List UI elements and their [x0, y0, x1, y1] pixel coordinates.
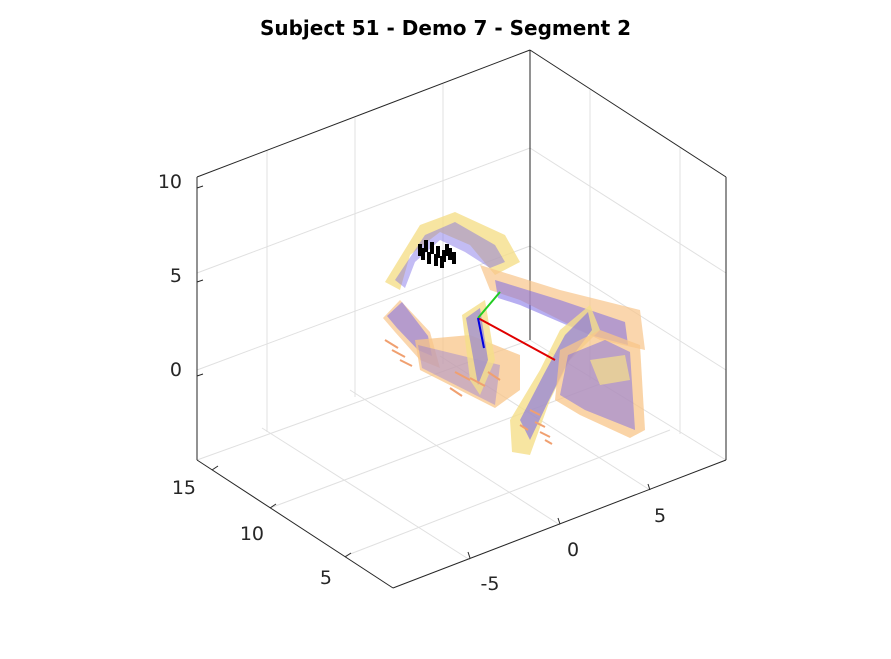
arrow-mark — [544, 439, 553, 445]
tick-labels: 0 5 10 5 10 15 -5 0 5 — [158, 171, 666, 595]
arrow-mark — [469, 377, 486, 387]
marker-point — [427, 252, 431, 264]
tube-segment — [385, 212, 520, 290]
z-tick-mark — [196, 279, 204, 283]
arrow-mark — [449, 387, 463, 397]
grid-lines — [196, 84, 727, 561]
grid-line — [196, 147, 531, 274]
tube-segment — [395, 222, 505, 288]
arrow-mark — [399, 359, 413, 367]
arrow-mark — [454, 371, 471, 381]
z-tick-mark — [196, 373, 204, 377]
frame-axis-y — [477, 291, 501, 319]
y-tick-mark — [344, 552, 352, 558]
marker-point — [440, 256, 444, 268]
marker-cluster — [418, 240, 456, 268]
marker-point — [434, 254, 438, 266]
arrow-mark — [529, 409, 541, 416]
frame-axis-z — [477, 317, 485, 349]
z-tick-mark — [196, 185, 204, 189]
marker-point — [421, 248, 425, 260]
grid-line — [344, 429, 671, 557]
arrow-mark — [539, 431, 551, 438]
marker-point — [445, 244, 449, 256]
tube-segment — [590, 355, 630, 385]
x-tick-label: 5 — [654, 505, 666, 527]
y-tick-mark — [211, 465, 219, 471]
y-tick-label: 15 — [172, 477, 196, 499]
grid-line — [196, 245, 531, 371]
arrow-mark — [487, 371, 501, 381]
x-tick-mark — [647, 483, 651, 491]
marker-point — [436, 246, 440, 258]
reference-frame — [477, 291, 556, 361]
tube-segment — [466, 308, 488, 385]
y-tick-label: 10 — [240, 523, 264, 545]
grid-line — [349, 389, 561, 526]
grid-line — [269, 383, 601, 509]
grid-line — [529, 147, 727, 274]
frame-axis-x — [477, 317, 556, 361]
velocity-arrows — [384, 339, 553, 445]
x-tick-mark — [467, 551, 471, 559]
arrow-mark — [519, 424, 529, 431]
box-edge — [529, 49, 727, 178]
arrow-mark — [534, 421, 546, 428]
y-tick-label: 5 — [320, 567, 332, 589]
marker-point — [424, 240, 428, 252]
trajectory-tubes — [383, 212, 645, 455]
x-tick-label: -5 — [481, 573, 500, 595]
x-tick-label: 0 — [567, 539, 579, 561]
x-tick-mark — [557, 517, 561, 525]
box-edge — [196, 49, 531, 178]
z-tick-label: 10 — [158, 171, 182, 193]
chart-title: Subject 51 - Demo 7 - Segment 2 — [259, 16, 632, 40]
arrow-mark — [384, 339, 399, 349]
axes-box — [196, 49, 727, 589]
marker-point — [448, 248, 452, 260]
y-tick-mark — [269, 503, 277, 509]
box-edge — [196, 459, 394, 589]
marker-point — [452, 252, 456, 264]
marker-point — [418, 244, 422, 256]
arrow-mark — [391, 349, 406, 358]
marker-point — [430, 242, 434, 254]
grid-line — [261, 427, 471, 561]
z-tick-label: 0 — [170, 359, 182, 381]
z-tick-label: 5 — [170, 265, 182, 287]
